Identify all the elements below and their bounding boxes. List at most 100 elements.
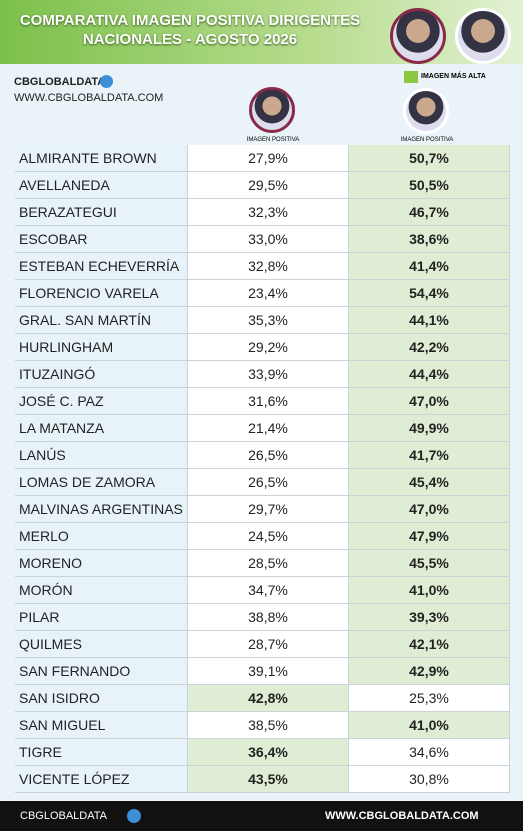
table-row: MALVINAS ARGENTINAS 29,7% 47,0%: [15, 496, 510, 523]
district-name: LA MATANZA: [15, 415, 188, 441]
column-header: IMAGEN POSITIVA: [400, 137, 454, 143]
avatar: [403, 88, 449, 134]
value-cell: 23,4%: [188, 280, 349, 306]
table-row: GRAL. SAN MARTÍN 35,3% 44,1%: [15, 307, 510, 334]
table-row: JOSÉ C. PAZ 31,6% 47,0%: [15, 388, 510, 415]
value-cell: 41,0%: [349, 712, 510, 738]
column-header: IMAGEN POSITIVA: [246, 137, 300, 143]
avatar: [390, 8, 446, 64]
table-row: ITUZAINGÓ 33,9% 44,4%: [15, 361, 510, 388]
value-cell: 44,4%: [349, 361, 510, 387]
table-row: ESCOBAR 33,0% 38,6%: [15, 226, 510, 253]
value-cell: 29,7%: [188, 496, 349, 522]
value-cell: 32,3%: [188, 199, 349, 225]
table-row: LOMAS DE ZAMORA 26,5% 45,4%: [15, 469, 510, 496]
value-cell: 42,9%: [349, 658, 510, 684]
district-name: MORENO: [15, 550, 188, 576]
table-row: AVELLANEDA 29,5% 50,5%: [15, 172, 510, 199]
table-row: MORÓN 34,7% 41,0%: [15, 577, 510, 604]
value-cell: 42,2%: [349, 334, 510, 360]
value-cell: 33,9%: [188, 361, 349, 387]
district-name: ESCOBAR: [15, 226, 188, 252]
value-cell: 50,5%: [349, 172, 510, 198]
value-cell: 26,5%: [188, 469, 349, 495]
district-name: QUILMES: [15, 631, 188, 657]
value-cell: 25,3%: [349, 685, 510, 711]
value-cell: 32,8%: [188, 253, 349, 279]
value-cell: 38,5%: [188, 712, 349, 738]
value-cell: 46,7%: [349, 199, 510, 225]
brand-name: CBGLOBALDATA: [20, 810, 108, 822]
value-cell: 34,7%: [188, 577, 349, 603]
title: COMPARATIVA IMAGEN POSITIVA DIRIGENTES: [19, 12, 361, 29]
district-name: HURLINGHAM: [15, 334, 188, 360]
legend-label: IMAGEN MÁS ALTA: [421, 73, 486, 80]
footer: CBGLOBALDATA WWW.CBGLOBALDATA.COM: [0, 801, 523, 831]
table-row: SAN ISIDRO 42,8% 25,3%: [15, 685, 510, 712]
table-row: SAN MIGUEL 38,5% 41,0%: [15, 712, 510, 739]
value-cell: 41,4%: [349, 253, 510, 279]
table-row: HURLINGHAM 29,2% 42,2%: [15, 334, 510, 361]
table-row: ALMIRANTE BROWN 27,9% 50,7%: [15, 145, 510, 172]
value-cell: 39,1%: [188, 658, 349, 684]
district-name: SAN ISIDRO: [15, 685, 188, 711]
value-cell: 28,7%: [188, 631, 349, 657]
value-cell: 42,8%: [188, 685, 349, 711]
verified-icon: [127, 809, 141, 823]
value-cell: 41,0%: [349, 577, 510, 603]
table-row: SAN FERNANDO 39,1% 42,9%: [15, 658, 510, 685]
value-cell: 44,1%: [349, 307, 510, 333]
district-name: MALVINAS ARGENTINAS: [15, 496, 188, 522]
value-cell: 24,5%: [188, 523, 349, 549]
district-name: JOSÉ C. PAZ: [15, 388, 188, 414]
district-name: ITUZAINGÓ: [15, 361, 188, 387]
value-cell: 29,5%: [188, 172, 349, 198]
table-row: FLORENCIO VARELA 23,4% 54,4%: [15, 280, 510, 307]
value-cell: 42,1%: [349, 631, 510, 657]
value-cell: 45,4%: [349, 469, 510, 495]
district-name: ESTEBAN ECHEVERRÍA: [15, 253, 188, 279]
value-cell: 34,6%: [349, 739, 510, 765]
value-cell: 47,0%: [349, 496, 510, 522]
district-name: LOMAS DE ZAMORA: [15, 469, 188, 495]
title: NACIONALES - AGOSTO 2026: [82, 31, 298, 48]
value-cell: 33,0%: [188, 226, 349, 252]
value-cell: 28,5%: [188, 550, 349, 576]
district-name: SAN MIGUEL: [15, 712, 188, 738]
value-cell: 47,0%: [349, 388, 510, 414]
brand-url: WWW.CBGLOBALDATA.COM: [325, 810, 479, 822]
table-row: BERAZATEGUI 32,3% 46,7%: [15, 199, 510, 226]
district-name: FLORENCIO VARELA: [15, 280, 188, 306]
value-cell: 38,8%: [188, 604, 349, 630]
district-name: MERLO: [15, 523, 188, 549]
table-row: QUILMES 28,7% 42,1%: [15, 631, 510, 658]
value-cell: 31,6%: [188, 388, 349, 414]
value-cell: 49,9%: [349, 415, 510, 441]
district-name: LANÚS: [15, 442, 188, 468]
value-cell: 29,2%: [188, 334, 349, 360]
value-cell: 39,3%: [349, 604, 510, 630]
table-row: PILAR 38,8% 39,3%: [15, 604, 510, 631]
district-name: MORÓN: [15, 577, 188, 603]
table-row: MORENO 28,5% 45,5%: [15, 550, 510, 577]
district-name: GRAL. SAN MARTÍN: [15, 307, 188, 333]
value-cell: 30,8%: [349, 766, 510, 792]
avatar: [249, 87, 295, 133]
table-row: ESTEBAN ECHEVERRÍA 32,8% 41,4%: [15, 253, 510, 280]
table-row: LANÚS 26,5% 41,7%: [15, 442, 510, 469]
value-cell: 36,4%: [188, 739, 349, 765]
district-name: ALMIRANTE BROWN: [15, 145, 188, 171]
table: ALMIRANTE BROWN 27,9% 50,7% AVELLANEDA 29,5%…: [15, 145, 510, 793]
value-cell: 35,3%: [188, 307, 349, 333]
value-cell: 38,6%: [349, 226, 510, 252]
table-row: MERLO 24,5% 47,9%: [15, 523, 510, 550]
brand-url: WWW.CBGLOBALDATA.COM: [14, 92, 164, 104]
district-name: TIGRE: [15, 739, 188, 765]
value-cell: 27,9%: [188, 145, 349, 171]
value-cell: 50,7%: [349, 145, 510, 171]
district-name: PILAR: [15, 604, 188, 630]
brand-name: CBGLOBALDATA: [14, 76, 106, 88]
value-cell: 54,4%: [349, 280, 510, 306]
value-cell: 26,5%: [188, 442, 349, 468]
